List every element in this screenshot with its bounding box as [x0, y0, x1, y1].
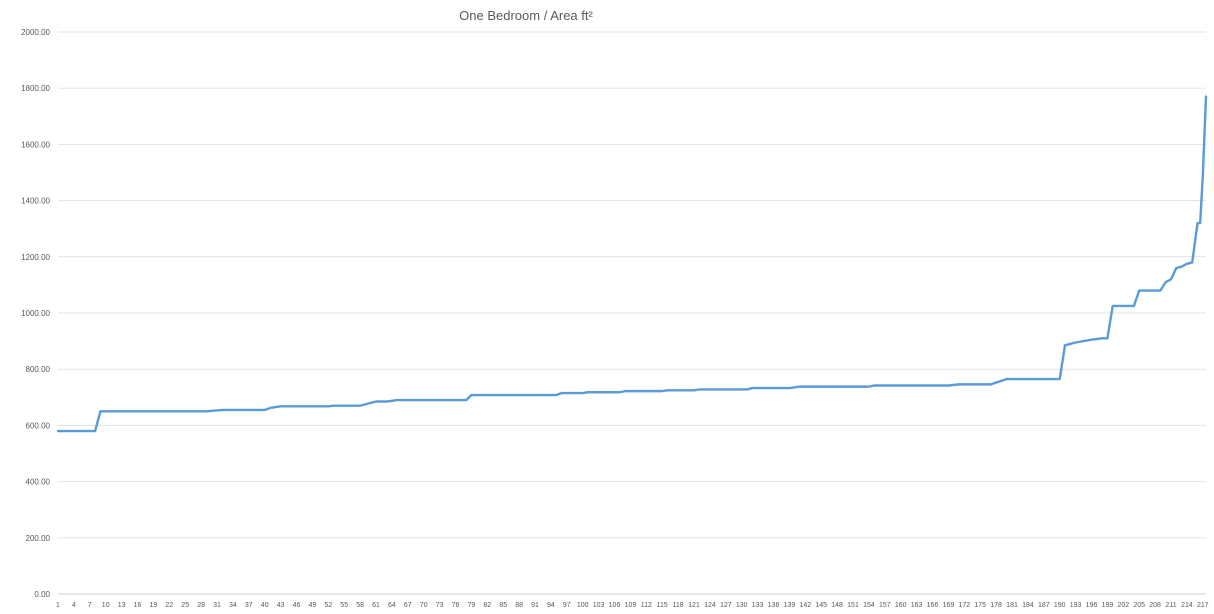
y-axis-ticks: 0.00 200.00 400.00 600.00 800.00 1000.00 1200.… [21, 28, 50, 599]
x-tick-label: 121 [688, 602, 700, 609]
x-tick-label: 109 [625, 602, 637, 609]
x-tick-label: 73 [436, 602, 444, 609]
x-tick-label: 49 [309, 602, 317, 609]
x-tick-label: 187 [1038, 602, 1050, 609]
y-tick-label: 800.00 [26, 365, 51, 374]
x-tick-label: 181 [1006, 602, 1018, 609]
x-tick-label: 142 [799, 602, 811, 609]
x-tick-label: 118 [673, 602, 684, 609]
x-tick-label: 178 [990, 602, 1002, 609]
x-tick-label: 52 [324, 602, 332, 609]
y-tick-label: 600.00 [26, 421, 51, 430]
x-tick-label: 10 [102, 602, 110, 609]
x-tick-label: 211 [1165, 602, 1176, 609]
x-tick-label: 43 [277, 602, 285, 609]
x-tick-label: 184 [1022, 602, 1034, 609]
x-tick-label: 193 [1070, 602, 1082, 609]
x-tick-label: 16 [134, 602, 142, 609]
x-tick-label: 205 [1133, 602, 1145, 609]
x-tick-label: 31 [213, 602, 221, 609]
x-tick-label: 112 [641, 602, 652, 609]
chart-title: One Bedroom / Area ft² [459, 8, 593, 23]
x-tick-label: 97 [563, 602, 571, 609]
x-tick-label: 79 [468, 602, 476, 609]
x-tick-label: 13 [118, 602, 126, 609]
y-tick-label: 1600.00 [21, 140, 50, 149]
x-tick-label: 46 [293, 602, 301, 609]
x-tick-label: 115 [657, 602, 668, 609]
x-tick-label: 40 [261, 602, 269, 609]
x-tick-label: 151 [847, 602, 859, 609]
x-tick-label: 19 [150, 602, 158, 609]
x-tick-label: 208 [1149, 602, 1161, 609]
x-tick-label: 196 [1086, 602, 1098, 609]
y-tick-label: 400.00 [26, 478, 51, 487]
x-tick-label: 76 [452, 602, 460, 609]
x-tick-label: 106 [609, 602, 621, 609]
y-tick-label: 1000.00 [21, 309, 50, 318]
x-tick-label: 91 [531, 602, 539, 609]
x-tick-label: 166 [927, 602, 939, 609]
gridlines [58, 31, 1206, 595]
x-tick-label: 55 [340, 602, 348, 609]
x-tick-label: 28 [197, 602, 205, 609]
x-tick-label: 58 [356, 602, 364, 609]
y-tick-label: 1400.00 [21, 197, 50, 206]
series-line [56, 95, 1208, 433]
y-tick-label: 1200.00 [21, 253, 50, 262]
x-tick-label: 34 [229, 602, 237, 609]
x-axis-ticks: 1 4 7 10 13 16 19 22 25 28 31 34 37 40 43 46 49 52 55 58 61 6… [56, 602, 1209, 609]
x-tick-label: 70 [420, 602, 428, 609]
y-tick-label: 1800.00 [21, 84, 50, 93]
y-tick-label: 200.00 [26, 534, 51, 543]
x-tick-label: 163 [911, 602, 923, 609]
x-tick-label: 88 [515, 602, 523, 609]
x-tick-label: 82 [483, 602, 491, 609]
x-tick-label: 175 [974, 602, 986, 609]
x-tick-label: 4 [72, 602, 76, 609]
x-tick-label: 37 [245, 602, 253, 609]
x-tick-label: 85 [499, 602, 507, 609]
y-tick-label: 2000.00 [21, 28, 50, 37]
x-tick-label: 64 [388, 602, 396, 609]
x-tick-label: 169 [943, 602, 955, 609]
x-tick-label: 172 [958, 602, 970, 609]
x-tick-label: 202 [1117, 602, 1129, 609]
x-tick-label: 130 [736, 602, 748, 609]
x-tick-label: 67 [404, 602, 412, 609]
x-tick-label: 7 [88, 602, 92, 609]
x-tick-label: 124 [704, 602, 716, 609]
x-tick-label: 133 [752, 602, 764, 609]
x-tick-label: 94 [547, 602, 555, 609]
x-tick-label: 139 [784, 602, 796, 609]
x-tick-label: 160 [895, 602, 907, 609]
x-tick-label: 148 [831, 602, 843, 609]
x-tick-label: 154 [863, 602, 875, 609]
series-layer [56, 95, 1208, 433]
x-tick-label: 25 [181, 602, 189, 609]
x-tick-label: 214 [1181, 602, 1193, 609]
x-tick-label: 136 [768, 602, 780, 609]
x-tick-label: 100 [577, 602, 589, 609]
y-tick-label: 0.00 [34, 590, 50, 599]
x-tick-label: 190 [1054, 602, 1066, 609]
x-tick-label: 217 [1197, 602, 1209, 609]
x-tick-label: 157 [879, 602, 891, 609]
x-tick-label: 103 [593, 602, 605, 609]
x-tick-label: 199 [1102, 602, 1114, 609]
x-tick-label: 1 [56, 602, 60, 609]
x-tick-label: 22 [165, 602, 173, 609]
x-tick-label: 61 [372, 602, 380, 609]
x-tick-label: 127 [720, 602, 732, 609]
x-tick-label: 145 [815, 602, 827, 609]
